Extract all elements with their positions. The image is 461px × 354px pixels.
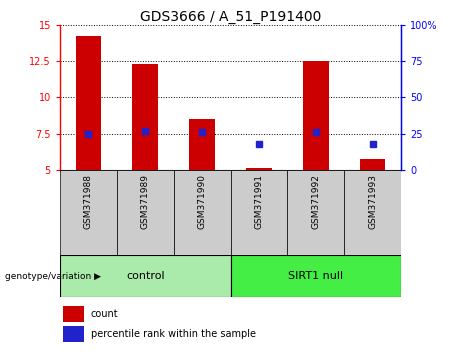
Text: GSM371989: GSM371989 (141, 174, 150, 229)
Text: SIRT1 null: SIRT1 null (288, 271, 343, 281)
Bar (60, 255, 230, 297)
Bar (303, 61, 329, 170)
Text: genotype/variation ▶: genotype/variation ▶ (5, 272, 100, 281)
Bar (246, 168, 272, 170)
Bar (360, 159, 385, 170)
Text: GSM371990: GSM371990 (198, 174, 207, 229)
Text: count: count (91, 309, 118, 319)
Text: GSM371992: GSM371992 (311, 174, 320, 229)
Bar (189, 119, 215, 170)
Text: GSM371993: GSM371993 (368, 174, 377, 229)
Bar (344, 170, 401, 255)
Text: GSM371988: GSM371988 (84, 174, 93, 229)
Text: percentile rank within the sample: percentile rank within the sample (91, 330, 256, 339)
Title: GDS3666 / A_51_P191400: GDS3666 / A_51_P191400 (140, 10, 321, 24)
Bar (63, 306, 84, 321)
Bar (174, 170, 230, 255)
Bar (63, 326, 84, 342)
Text: control: control (126, 271, 165, 281)
Bar (132, 64, 158, 170)
Bar (287, 170, 344, 255)
Bar (60, 170, 117, 255)
Bar (76, 36, 101, 170)
Bar (230, 255, 401, 297)
Text: GSM371991: GSM371991 (254, 174, 263, 229)
Bar (117, 170, 174, 255)
Bar (230, 170, 287, 255)
